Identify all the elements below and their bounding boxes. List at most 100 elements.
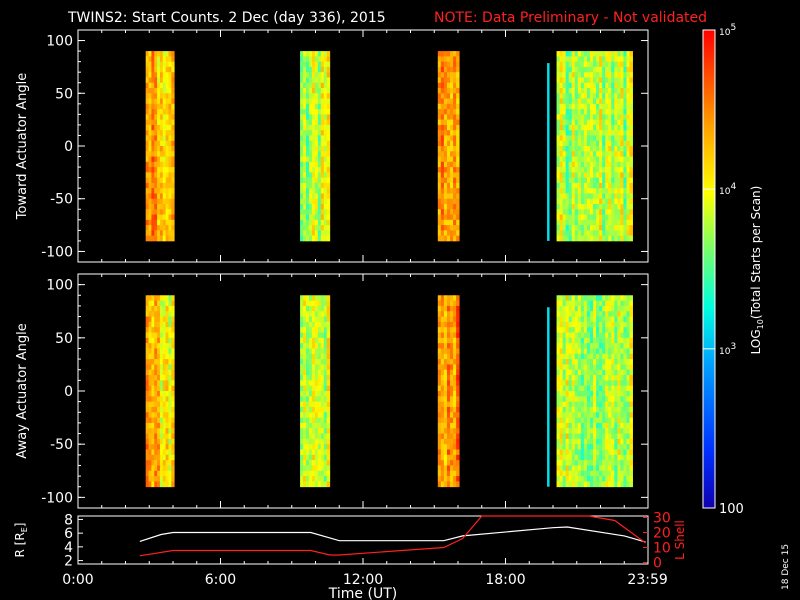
heatmap-cell — [311, 385, 316, 392]
heatmap-cell — [446, 481, 451, 488]
heatmap-cell — [571, 146, 576, 152]
heatmap-cell — [303, 321, 307, 328]
heatmap-cell — [574, 343, 579, 349]
heatmap-cell — [151, 422, 155, 429]
heatmap-cell — [614, 93, 618, 99]
heatmap-cell — [593, 321, 597, 328]
heatmap-cell — [556, 230, 560, 237]
heatmap-cell — [314, 88, 319, 94]
heatmap-cell — [599, 151, 603, 157]
heatmap-cell — [623, 56, 627, 63]
heatmap-cell — [323, 77, 328, 84]
heatmap-cell — [437, 82, 442, 89]
heatmap-cell — [605, 369, 609, 376]
heatmap-cell — [571, 182, 576, 189]
heatmap-cell — [317, 198, 322, 205]
heatmap-cell — [440, 230, 445, 237]
heatmap-cell — [453, 321, 457, 328]
heatmap-cell — [556, 359, 560, 365]
heatmap-cell — [614, 385, 618, 392]
heatmap-cell — [559, 124, 564, 131]
heatmap-cell — [165, 460, 169, 466]
heatmap-cell — [154, 151, 158, 157]
heatmap-cell — [605, 135, 609, 142]
heatmap-cell — [151, 412, 155, 418]
heatmap-cell — [605, 348, 609, 355]
heatmap-cell — [571, 327, 576, 333]
heatmap-cell — [562, 109, 567, 115]
heatmap-cell — [590, 476, 594, 482]
heatmap-cell — [453, 375, 457, 381]
heatmap-cell — [154, 412, 158, 418]
heatmap-cell — [562, 156, 567, 163]
heatmap-cell — [568, 103, 573, 110]
heatmap-cell — [148, 343, 152, 349]
heatmap-cell — [571, 364, 576, 371]
heatmap-cell — [586, 214, 591, 221]
heatmap-cell — [326, 204, 331, 210]
heatmap-cell — [568, 109, 573, 115]
heatmap-cell — [323, 412, 328, 418]
heatmap-cell — [620, 119, 624, 126]
heatmap-cell — [437, 332, 442, 339]
heatmap-cell — [440, 114, 445, 121]
heatmap-cell — [456, 438, 460, 445]
heatmap-cell — [608, 124, 612, 131]
heatmap-cell — [568, 375, 573, 381]
heatmap-cell — [593, 167, 597, 173]
heatmap-cell — [583, 130, 588, 136]
heatmap-cell — [453, 327, 457, 333]
heatmap-cell — [168, 380, 172, 387]
heatmap-cell — [306, 98, 310, 105]
heatmap-cell — [300, 305, 304, 312]
heatmap-cell — [320, 385, 325, 392]
heatmap-cell — [629, 396, 633, 403]
heatmap-cell — [450, 401, 454, 408]
heatmap-cell — [608, 316, 612, 323]
heatmap-cell — [437, 204, 442, 210]
heatmap-cell — [623, 401, 627, 408]
heatmap-cell — [145, 188, 149, 194]
heatmap-cell — [574, 140, 579, 147]
heatmap-cell — [157, 337, 161, 344]
heatmap-cell — [596, 449, 600, 456]
heatmap-cell — [157, 114, 161, 121]
heatmap-cell — [311, 348, 316, 355]
heatmap-cell — [323, 225, 328, 231]
heatmap-cell — [303, 422, 307, 429]
heatmap-cell — [168, 300, 172, 307]
heatmap-cell — [559, 438, 564, 445]
heatmap-cell — [323, 82, 328, 89]
heatmap-cell — [157, 225, 161, 231]
heatmap-cell — [456, 369, 460, 376]
heatmap-cell — [611, 353, 615, 360]
heatmap-cell — [599, 188, 603, 194]
heatmap-cell — [556, 343, 560, 349]
heatmap-cell — [148, 56, 152, 63]
heatmap-cell — [453, 188, 457, 194]
heatmap-cell — [565, 93, 570, 99]
heatmap-cell — [626, 406, 630, 413]
heatmap-cell — [308, 465, 313, 472]
heatmap-cell — [611, 476, 615, 482]
heatmap-cell — [157, 51, 161, 57]
heatmap-cell — [623, 103, 627, 110]
heatmap-cell — [168, 433, 172, 440]
heatmap-cell — [317, 337, 322, 344]
heatmap-cell — [159, 167, 164, 173]
heatmap-cell — [617, 396, 621, 403]
heatmap-cell — [617, 77, 621, 84]
heatmap-cell — [453, 225, 457, 231]
heatmap-cell — [300, 369, 304, 376]
heatmap-cell — [602, 119, 606, 126]
heatmap-cell — [623, 209, 627, 215]
heatmap-cell — [300, 433, 304, 440]
heatmap-cell — [580, 88, 585, 94]
heatmap-cell — [556, 204, 560, 210]
heatmap-cell — [593, 109, 597, 115]
heatmap-cell — [437, 140, 442, 147]
heatmap-cell — [577, 77, 582, 84]
x-tick-label: 0:00 — [62, 572, 93, 588]
heatmap-cell — [443, 151, 448, 157]
heatmap-cell — [171, 66, 175, 73]
